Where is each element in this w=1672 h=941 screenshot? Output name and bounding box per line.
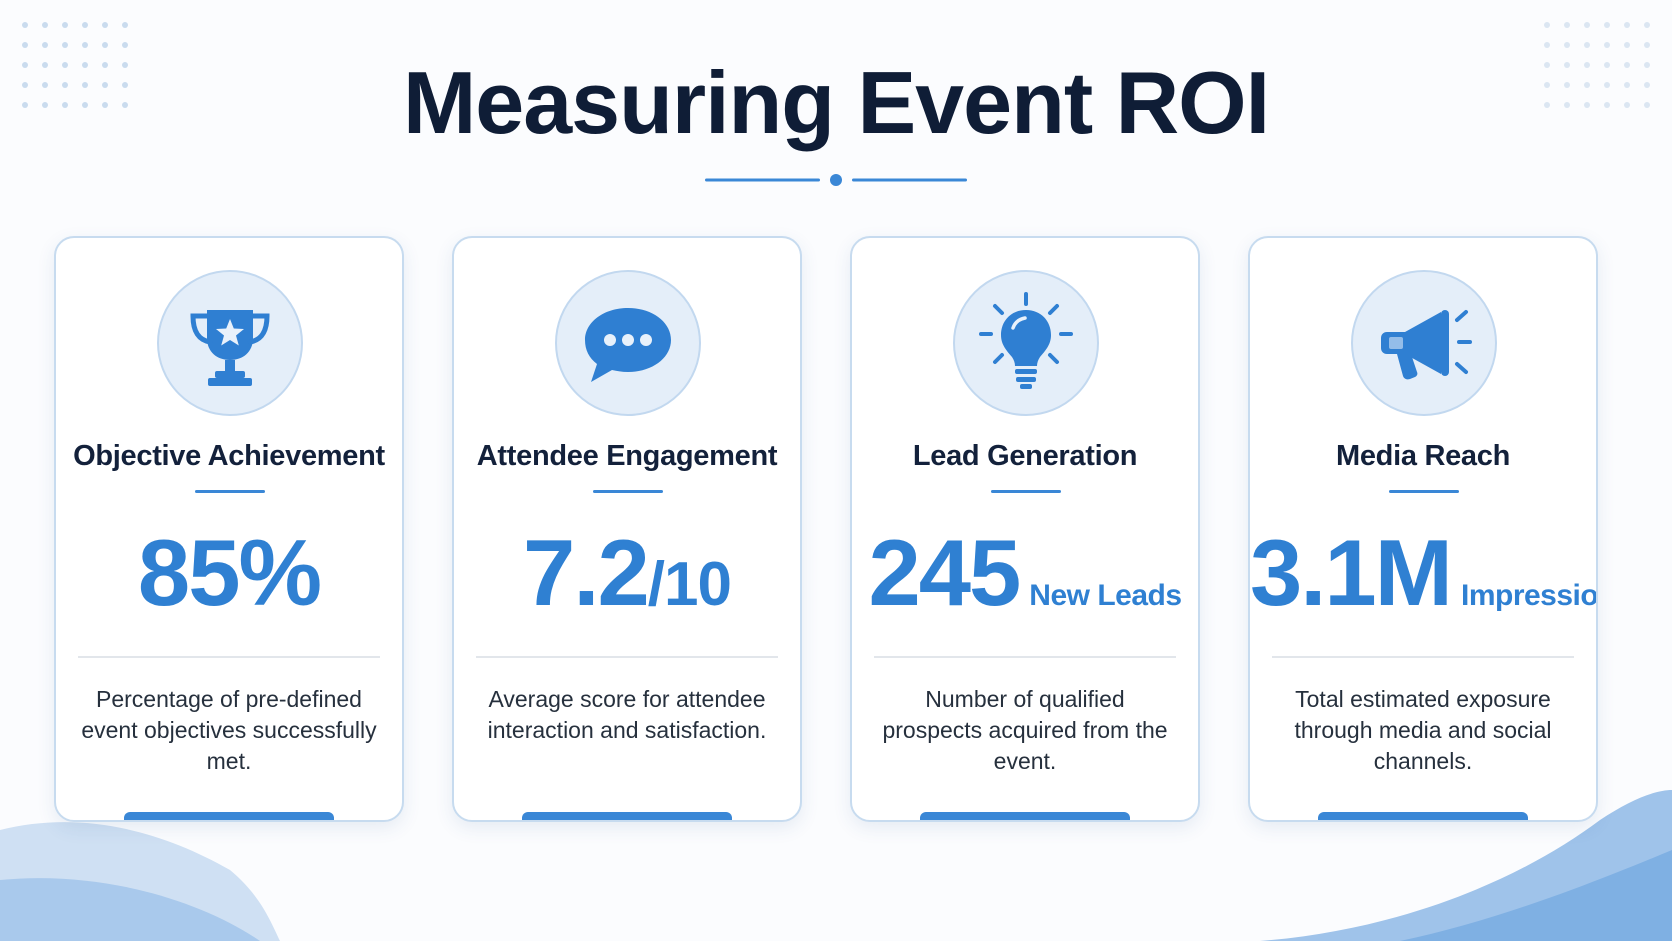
- title-underline: [593, 490, 663, 493]
- card-title: Objective Achievement: [73, 440, 385, 472]
- card-description: Average score for attendee interaction a…: [487, 686, 767, 743]
- title-underline: [1389, 490, 1459, 493]
- lightbulb-icon: [979, 292, 1073, 389]
- title-underline: [991, 490, 1061, 493]
- card-bottom-accent: [124, 812, 334, 820]
- card-attendee-engagement: Attendee Engagement 7.2/10 Average score…: [452, 236, 802, 822]
- metric-number: 245: [868, 520, 1021, 625]
- metric-unit: Impressions: [1460, 579, 1598, 612]
- card-bottom-accent: [522, 812, 732, 820]
- title-underline: [195, 490, 265, 493]
- metric-suffix: /10: [647, 550, 732, 619]
- metric-value: 7.2/10: [454, 518, 800, 628]
- card-description: Total estimated exposure through media a…: [1294, 686, 1552, 774]
- metric-value: 3.1MImpressions: [1250, 518, 1596, 628]
- icon-circle: [1351, 270, 1497, 416]
- card-bottom-accent: [1318, 812, 1528, 820]
- divider: [476, 656, 778, 658]
- divider: [1272, 656, 1574, 658]
- metric-value: 245 New Leads: [852, 518, 1198, 628]
- card-objective-achievement: Objective Achievement 85% Percentage of …: [54, 236, 404, 822]
- card-bottom-accent: [920, 812, 1130, 820]
- dot-grid-decoration-left: [22, 22, 128, 108]
- icon-circle: [555, 270, 701, 416]
- card-title: Lead Generation: [912, 440, 1138, 472]
- card-media-reach: Media Reach 3.1MImpressions Total estima…: [1248, 236, 1598, 822]
- card-title: Attendee Engagement: [476, 440, 778, 472]
- divider: [78, 656, 380, 658]
- card-description: Number of qualified prospects acquired f…: [882, 686, 1168, 774]
- metric-number: 7.2: [523, 520, 650, 625]
- page-title: Measuring Event ROI: [402, 53, 1270, 152]
- card-lead-generation: Lead Generation 245 New Leads Number of q…: [850, 236, 1200, 822]
- metric-value: 85%: [56, 518, 402, 628]
- divider: [874, 656, 1176, 658]
- metric-number: 3.1M: [1250, 520, 1453, 625]
- icon-circle: [953, 270, 1099, 416]
- card-title: Media Reach: [1336, 440, 1510, 472]
- megaphone-icon: [1381, 310, 1472, 380]
- card-description: Percentage of pre-defined event objectiv…: [81, 686, 377, 774]
- chat-bubble-icon: [585, 308, 671, 382]
- trophy-icon: [190, 310, 270, 386]
- metric-number: 85%: [137, 520, 322, 625]
- title-divider: [705, 174, 967, 186]
- metric-unit: New Leads: [1029, 579, 1182, 612]
- dot-grid-decoration-right: [1544, 22, 1650, 108]
- icon-circle: [157, 270, 303, 416]
